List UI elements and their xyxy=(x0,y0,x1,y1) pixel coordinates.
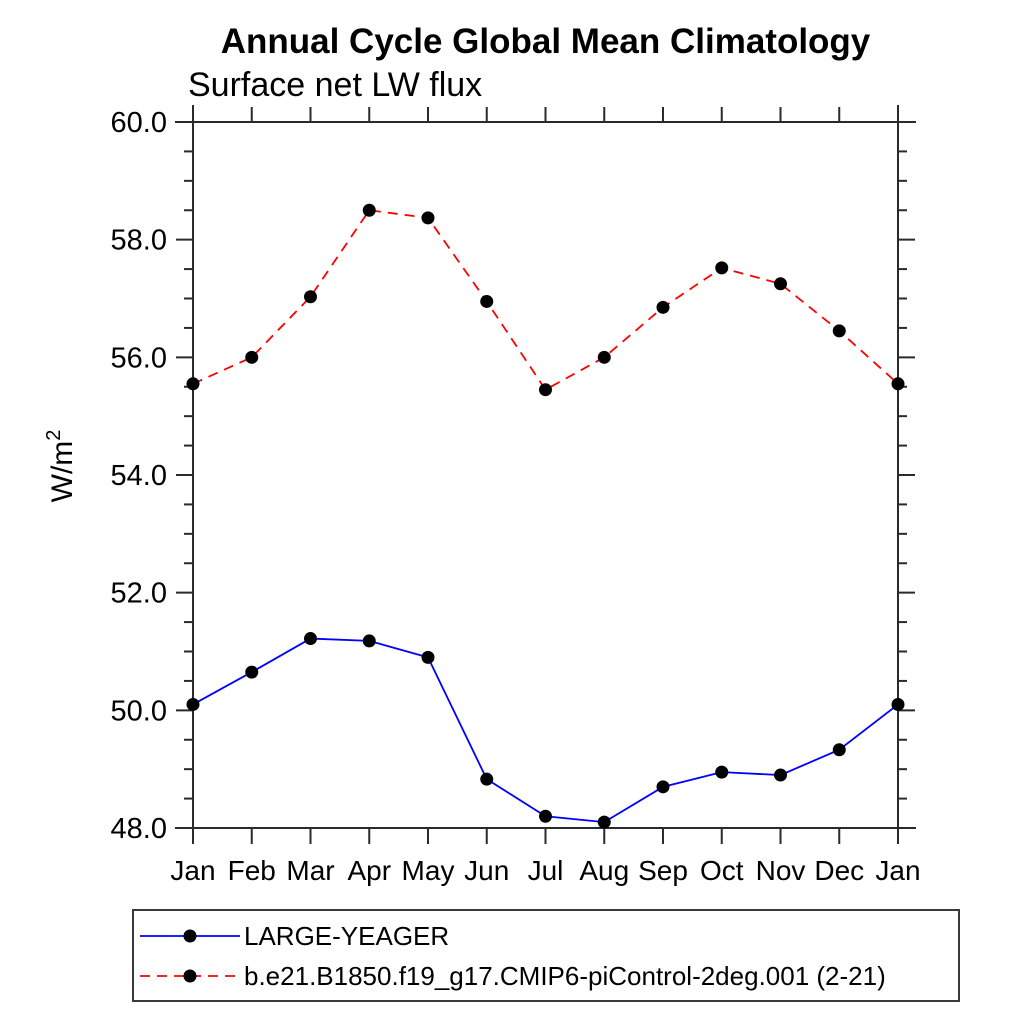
x-tick-label: Jan xyxy=(875,855,920,886)
x-tick-label: Aug xyxy=(579,855,629,886)
data-point-marker xyxy=(656,300,670,314)
data-point-marker xyxy=(891,377,905,391)
data-point-marker xyxy=(186,377,200,391)
data-point-marker xyxy=(539,383,552,397)
data-point-marker xyxy=(832,324,846,338)
y-tick-label: 56.0 xyxy=(111,342,167,374)
chart-title: Annual Cycle Global Mean Climatology xyxy=(220,22,871,61)
series-line-0 xyxy=(192,637,899,824)
x-tick-label: Feb xyxy=(228,855,276,886)
x-tick-label: May xyxy=(402,855,455,886)
chart-subtitle: Surface net LW flux xyxy=(188,66,483,104)
x-tick-label: Apr xyxy=(347,855,391,886)
y-tick-label: 60.0 xyxy=(111,107,167,139)
data-point-marker xyxy=(304,632,317,646)
data-point-marker xyxy=(421,650,435,664)
data-point-marker xyxy=(597,350,611,364)
data-point-marker xyxy=(245,665,259,679)
y-tick-label: 54.0 xyxy=(111,460,167,492)
x-tick-label: Jan xyxy=(170,855,215,886)
data-point-marker xyxy=(480,772,494,786)
x-tick-label: Jul xyxy=(528,855,564,886)
y-axis-title: W/m2 xyxy=(43,430,79,503)
data-point-marker xyxy=(656,780,670,794)
data-point-marker xyxy=(832,743,846,757)
data-point-marker xyxy=(891,697,905,711)
data-point-marker xyxy=(245,350,259,364)
data-point-marker xyxy=(362,203,376,217)
legend-label-picontrol: b.e21.B1850.f19_g17.CMIP6-piControl-2deg… xyxy=(244,960,886,991)
data-point-marker xyxy=(715,765,729,779)
x-tick-label: Jun xyxy=(464,855,509,886)
y-tick-label: 50.0 xyxy=(111,695,167,727)
legend-line-solid-icon xyxy=(140,929,240,942)
legend-line-dashed-icon xyxy=(140,969,240,982)
data-point-marker xyxy=(774,277,787,291)
legend-label-large-yeager: LARGE-YEAGER xyxy=(244,920,450,951)
legend-item-large-yeager: LARGE-YEAGER xyxy=(134,920,958,951)
x-tick-label: Oct xyxy=(700,855,744,886)
legend-item-picontrol: b.e21.B1850.f19_g17.CMIP6-piControl-2deg… xyxy=(134,960,958,991)
y-tick-label: 58.0 xyxy=(111,225,167,257)
data-point-marker xyxy=(597,815,611,829)
data-point-marker xyxy=(421,211,435,225)
data-point-marker xyxy=(362,634,376,648)
y-tick-label: 48.0 xyxy=(111,813,167,845)
data-point-marker xyxy=(715,261,729,275)
x-tick-label: Mar xyxy=(286,855,334,886)
data-point-marker xyxy=(774,768,787,782)
data-point-marker xyxy=(480,294,494,308)
data-point-marker xyxy=(539,809,552,823)
data-point-marker xyxy=(304,290,317,304)
data-point-marker xyxy=(186,697,200,711)
y-tick-label: 52.0 xyxy=(111,578,167,610)
x-tick-label: Nov xyxy=(756,855,806,886)
x-tick-label: Dec xyxy=(814,855,864,886)
x-tick-label: Sep xyxy=(638,855,688,886)
series-line-1 xyxy=(192,209,899,391)
legend-box: LARGE-YEAGER b.e21.B1850.f19_g17.CMIP6-p… xyxy=(132,909,960,1002)
